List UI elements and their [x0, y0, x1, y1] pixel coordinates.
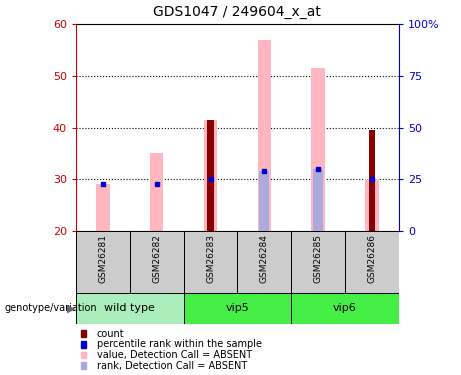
Text: count: count — [97, 328, 124, 339]
Bar — [258, 40, 271, 231]
Bar — [207, 120, 214, 231]
FancyBboxPatch shape — [76, 292, 183, 324]
Text: vip5: vip5 — [225, 303, 249, 313]
Bar — [150, 153, 164, 231]
Text: vip6: vip6 — [333, 303, 357, 313]
FancyBboxPatch shape — [237, 231, 291, 292]
FancyBboxPatch shape — [130, 231, 183, 292]
Text: ▶: ▶ — [67, 303, 76, 313]
Text: GSM26285: GSM26285 — [313, 234, 323, 283]
Title: GDS1047 / 249604_x_at: GDS1047 / 249604_x_at — [154, 5, 321, 19]
Bar — [369, 130, 375, 231]
Text: percentile rank within the sample: percentile rank within the sample — [97, 339, 262, 349]
Text: value, Detection Call = ABSENT: value, Detection Call = ABSENT — [97, 350, 252, 360]
Text: GSM26286: GSM26286 — [367, 234, 376, 283]
Text: rank, Detection Call = ABSENT: rank, Detection Call = ABSENT — [97, 361, 247, 371]
FancyBboxPatch shape — [291, 292, 399, 324]
Text: GSM26283: GSM26283 — [206, 234, 215, 283]
Bar — [313, 169, 323, 231]
FancyBboxPatch shape — [345, 231, 399, 292]
Bar — [204, 120, 217, 231]
Bar — [311, 68, 325, 231]
Text: genotype/variation: genotype/variation — [5, 303, 97, 313]
Text: GSM26281: GSM26281 — [99, 234, 107, 283]
Bar — [365, 179, 378, 231]
Text: GSM26284: GSM26284 — [260, 234, 269, 283]
Bar — [96, 184, 110, 231]
Text: wild type: wild type — [104, 303, 155, 313]
Bar — [260, 171, 269, 231]
FancyBboxPatch shape — [183, 231, 237, 292]
FancyBboxPatch shape — [291, 231, 345, 292]
FancyBboxPatch shape — [76, 231, 130, 292]
Text: GSM26282: GSM26282 — [152, 234, 161, 283]
FancyBboxPatch shape — [183, 292, 291, 324]
